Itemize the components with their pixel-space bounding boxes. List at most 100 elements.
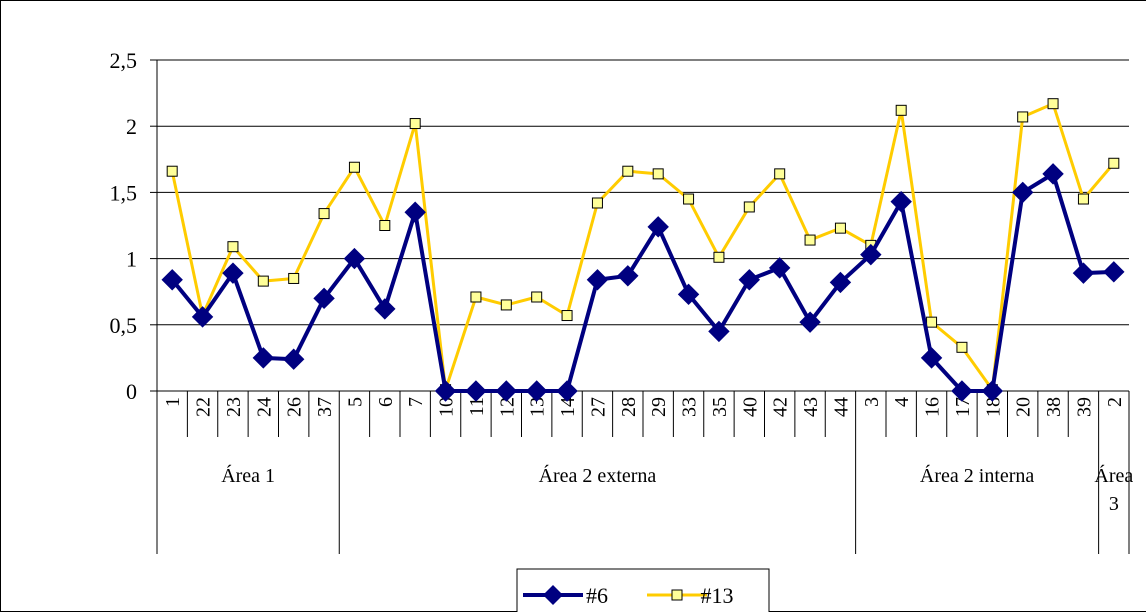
series-6-point [495, 380, 518, 402]
series-13 [166, 98, 1120, 396]
x-group-label-line2: 3 [1109, 493, 1119, 515]
x-group-label: Área [1094, 464, 1133, 487]
series-13-point [591, 197, 603, 209]
x-tick-label: 12 [496, 397, 518, 417]
series-13-point [895, 104, 907, 116]
x-tick-label: 26 [284, 397, 306, 417]
legend: #6 #13 [516, 568, 770, 612]
series-13-point [257, 275, 269, 287]
series-6-point [374, 298, 396, 320]
series-13-point [1017, 111, 1029, 123]
x-tick-label: 2 [1104, 397, 1126, 407]
series-6-point [313, 287, 335, 310]
x-tick-label: 27 [587, 397, 609, 417]
x-tick-label: 7 [405, 397, 427, 407]
series-6-point [1042, 163, 1064, 185]
series-6-point [799, 311, 821, 333]
series-13-point [956, 341, 968, 353]
series-6-point [981, 380, 1004, 402]
x-group-label: Área 2 interna [920, 464, 1035, 487]
series-6-point [951, 380, 973, 402]
series-13-point [1047, 98, 1059, 110]
series-6-point [525, 380, 548, 402]
series-13-point [926, 316, 938, 328]
series-13-line [170, 102, 1115, 392]
x-tick-label: 28 [618, 397, 640, 417]
x-tick-label: 33 [679, 397, 701, 417]
y-tick-label: 2,5 [110, 48, 138, 73]
series-6-point [677, 283, 700, 306]
series-6-point [1011, 181, 1034, 204]
series-6-point [404, 201, 426, 223]
x-tick-label: 4 [891, 397, 913, 407]
series-6-point [708, 320, 730, 343]
series-13-point [166, 165, 178, 177]
series-13-point [500, 299, 512, 311]
series-13-point [834, 222, 846, 234]
x-tick-label: 44 [830, 397, 852, 417]
series-6-point [161, 269, 183, 291]
series-6-point [829, 271, 852, 294]
legend-series-13-marker [671, 589, 683, 601]
x-tick-label: 6 [375, 397, 397, 407]
x-tick-label: 11 [466, 397, 488, 416]
series-lines [161, 98, 1125, 402]
series-13-point [683, 193, 695, 205]
series-13-point [652, 168, 664, 180]
series-13-point [804, 234, 816, 246]
x-axis-group-labels: Área 1 Área 2 externa Área 2 interna Área 3 [221, 464, 1133, 515]
x-tick-label: 39 [1073, 397, 1095, 417]
series-6-point [556, 380, 578, 402]
legend-series-6-marker [543, 585, 563, 605]
series-6-point [890, 190, 912, 213]
series-13-point [774, 168, 786, 180]
series-13-point [470, 291, 482, 303]
series-6-point [647, 216, 669, 238]
legend-box [516, 568, 770, 612]
x-tick-label: 38 [1043, 397, 1065, 417]
y-tick-label: 0,5 [110, 313, 138, 338]
series-6-line [170, 171, 1114, 393]
series-13-point [561, 310, 573, 322]
x-tick-label: 17 [952, 397, 974, 417]
legend-series-6-label: #6 [586, 583, 608, 608]
x-tick-label: 20 [1013, 397, 1035, 417]
series-13-point [1108, 157, 1120, 169]
x-tick-label: 3 [861, 397, 883, 407]
series-13-point [348, 161, 360, 173]
series-6-point [252, 347, 275, 369]
series-6-point [860, 243, 882, 266]
x-tick-label: 42 [770, 397, 792, 417]
y-tick-label: 1 [126, 247, 137, 272]
x-tick-label: 43 [800, 397, 822, 417]
x-axis-tick-labels: 1 22 23 24 26 37 5 6 7 10 11 12 13 14 27 28 29 33 35 40 42 43… [162, 397, 1126, 417]
x-tick-label: 16 [922, 397, 944, 417]
y-tick-label: 1,5 [110, 180, 138, 205]
x-tick-label: 1 [162, 397, 184, 407]
series-6-point [920, 347, 943, 369]
x-tick-label: 40 [739, 397, 761, 417]
x-tick-label: 14 [557, 397, 579, 417]
series-13-point [531, 291, 543, 303]
y-tick-label: 2 [126, 114, 137, 139]
x-tick-label: 22 [193, 397, 215, 417]
series-6-point [191, 306, 214, 328]
x-tick-label: 23 [223, 397, 245, 417]
x-tick-label: 29 [648, 397, 670, 417]
series-6-point [1103, 261, 1125, 283]
x-tick-label: 13 [527, 397, 549, 417]
series-6-point [343, 247, 366, 270]
x-tick-label: 35 [709, 397, 731, 417]
series-6-point [222, 262, 244, 284]
gridlines [157, 59, 1129, 326]
series-13-point [713, 251, 725, 263]
series-6-point [617, 265, 639, 287]
x-group-label: Área 1 [221, 464, 275, 487]
series-13-point [622, 165, 634, 177]
series-13-point [288, 272, 300, 284]
x-tick-label: 5 [344, 397, 366, 407]
x-tick-label: 24 [253, 397, 275, 417]
y-tick-label: 0 [126, 379, 137, 404]
series-6-point [1072, 262, 1095, 284]
